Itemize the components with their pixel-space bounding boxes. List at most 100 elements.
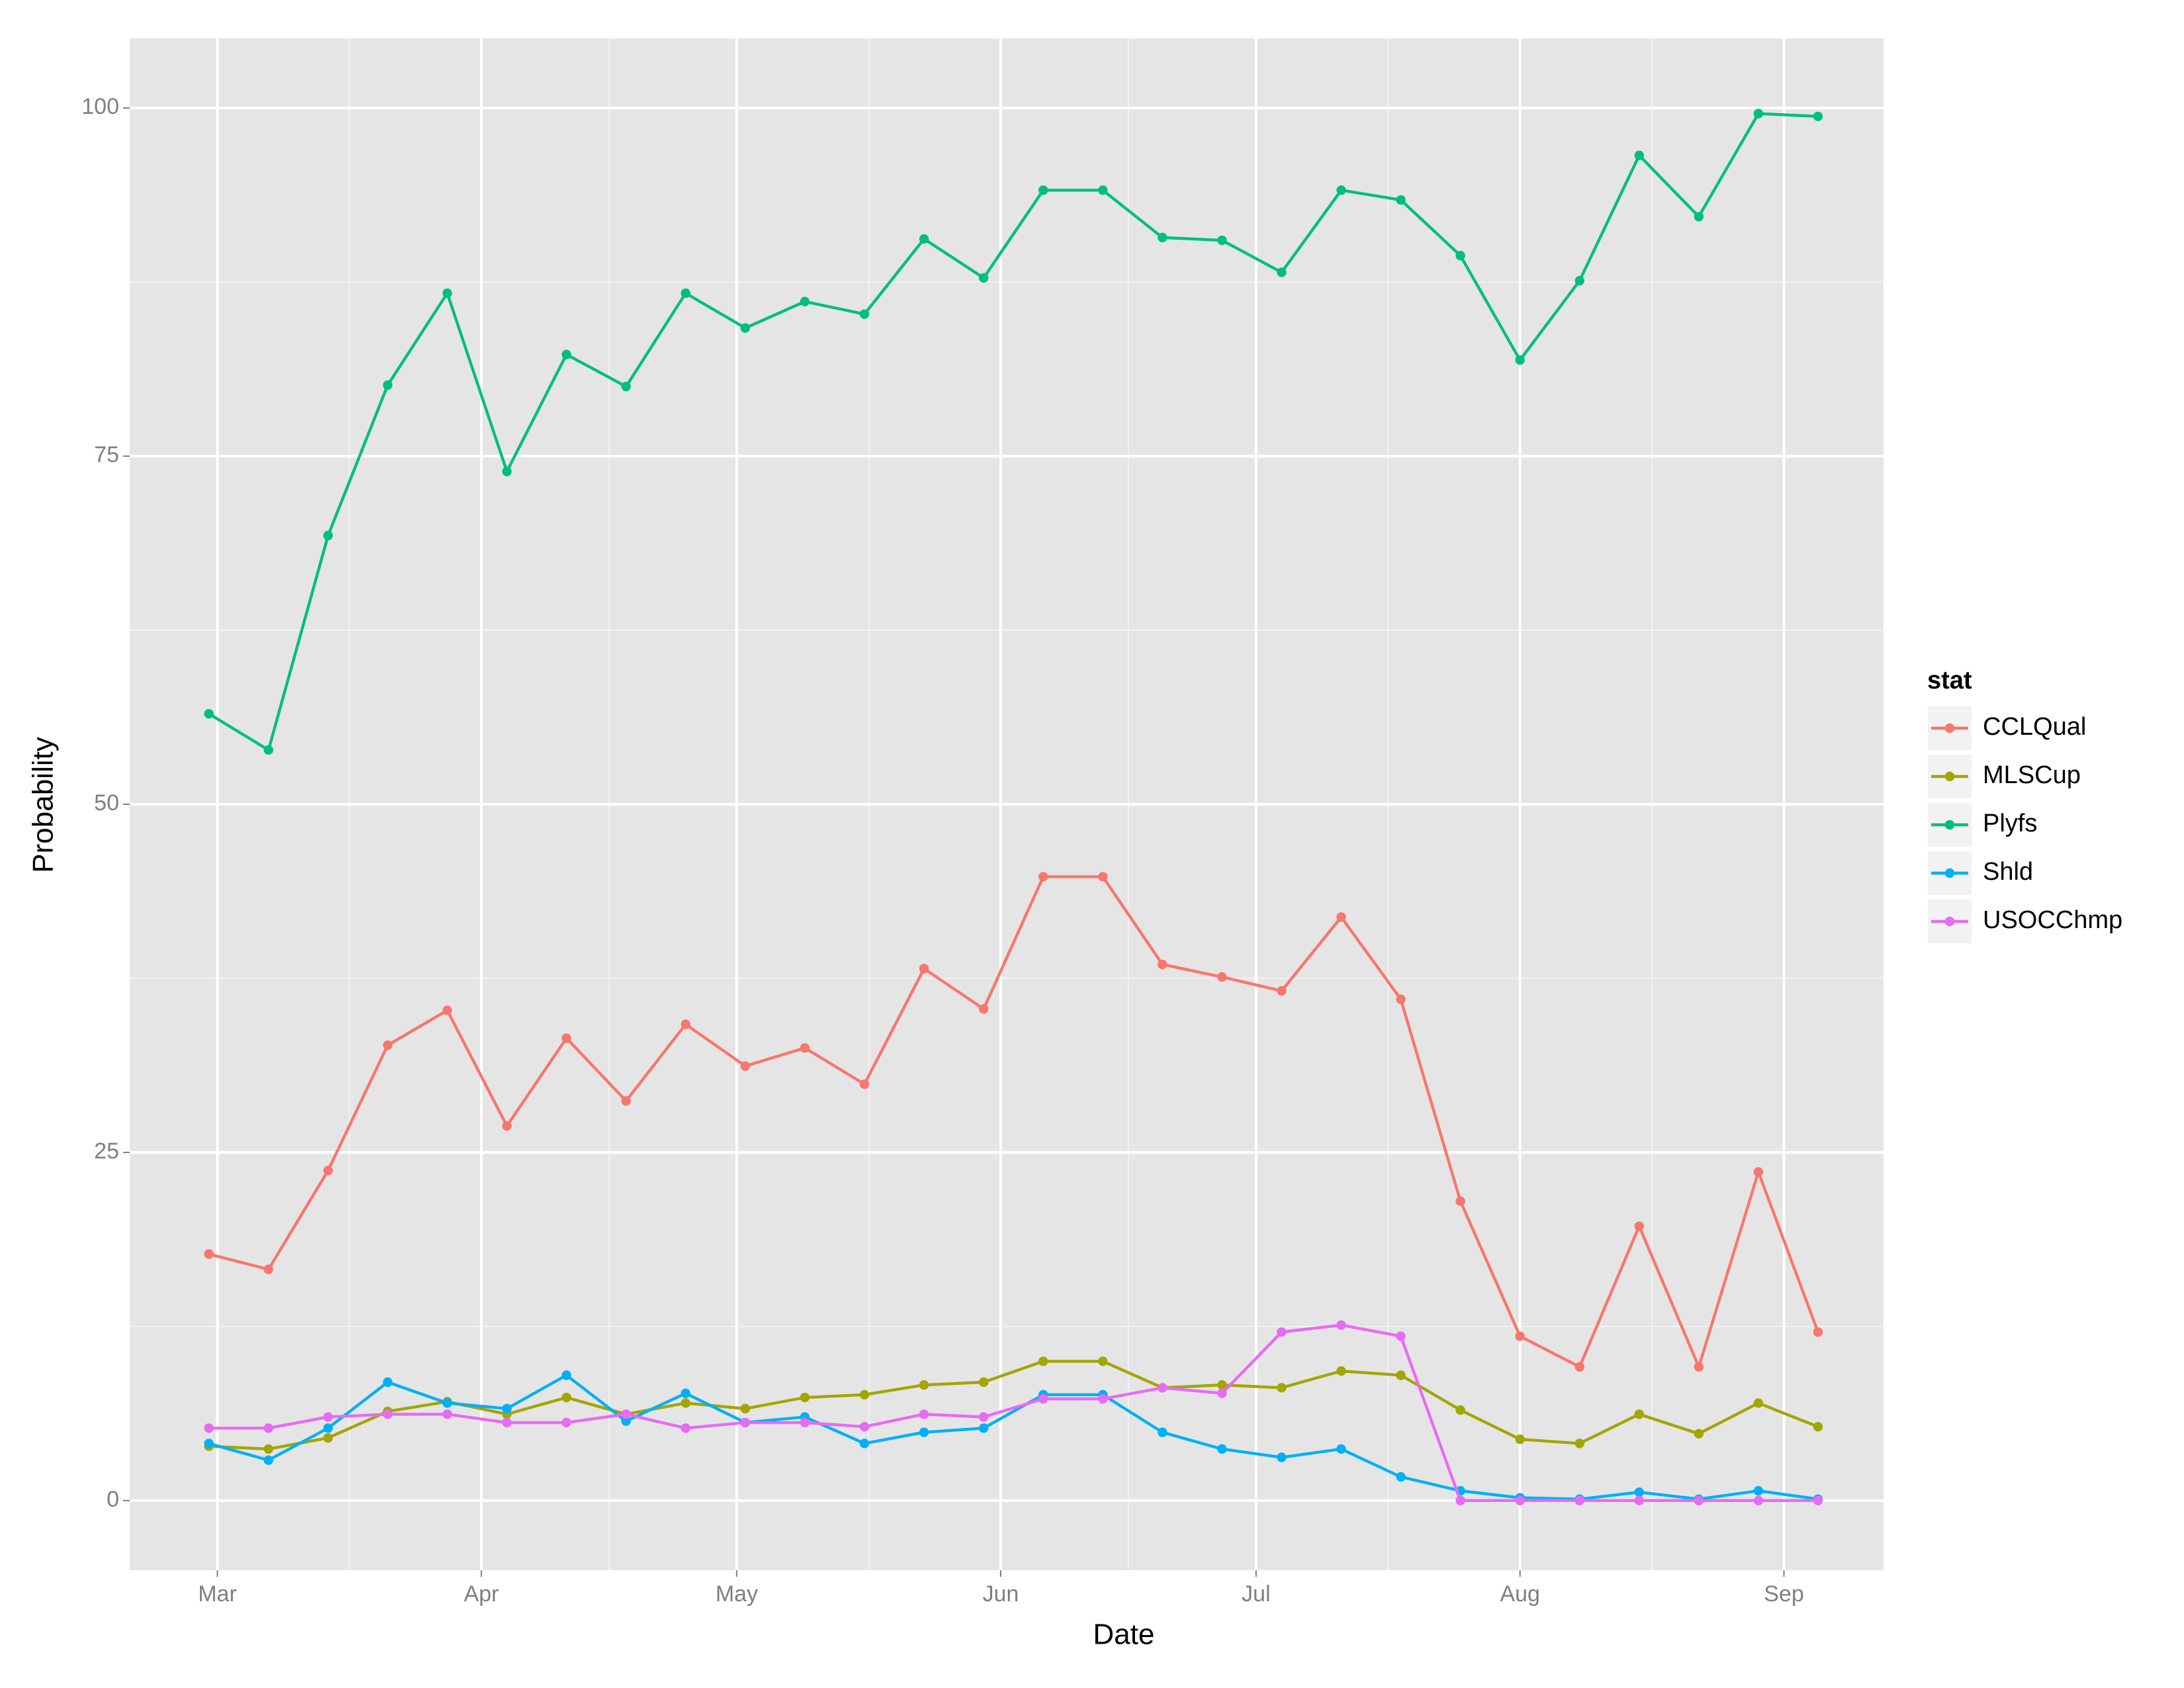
legend-key-point [1944, 868, 1955, 878]
data-point [1396, 1331, 1406, 1341]
data-point [502, 1121, 512, 1131]
data-point [740, 1061, 751, 1071]
data-point [263, 745, 273, 755]
data-point [1455, 1196, 1465, 1206]
data-point [561, 1033, 572, 1043]
data-point [799, 1392, 810, 1403]
data-point [1217, 1380, 1227, 1390]
data-point [1038, 872, 1048, 882]
data-point [442, 1398, 453, 1408]
data-point [1098, 1356, 1108, 1366]
data-point [680, 1388, 691, 1399]
data-point [1277, 986, 1287, 996]
data-point [740, 1417, 751, 1428]
data-point [1694, 1429, 1704, 1439]
data-point [1277, 1327, 1287, 1337]
data-point [263, 1264, 273, 1274]
legend-label: Plyfs [1983, 810, 2037, 837]
data-point [1277, 1383, 1287, 1393]
data-point [1158, 1383, 1167, 1393]
data-point [1694, 1495, 1704, 1506]
data-point [1336, 912, 1346, 922]
data-point [979, 273, 989, 283]
data-point [1336, 185, 1346, 195]
data-point [1217, 235, 1227, 246]
x-tick-label: Mar [198, 1581, 237, 1607]
data-point [919, 1427, 929, 1437]
data-point [680, 288, 691, 299]
data-point [1098, 185, 1108, 195]
data-point [1634, 1487, 1645, 1497]
data-point [1158, 232, 1167, 243]
data-point [561, 1417, 572, 1428]
data-point [1217, 1444, 1227, 1454]
data-point [1515, 1331, 1525, 1341]
data-point [1694, 1362, 1704, 1372]
data-point [740, 323, 751, 333]
data-point [561, 1370, 572, 1380]
legend-label: CCLQual [1983, 713, 2086, 741]
data-point [979, 1377, 989, 1387]
legend-key-point [1944, 723, 1955, 733]
data-point [621, 1416, 631, 1427]
data-point [1336, 1366, 1346, 1376]
data-point [979, 1004, 989, 1014]
data-point [1455, 250, 1465, 261]
data-point [859, 1422, 870, 1432]
data-point [204, 709, 214, 719]
x-tick-label: Apr [464, 1581, 499, 1607]
data-point [919, 1409, 929, 1419]
data-point [1396, 994, 1406, 1004]
series-line [208, 1373, 1819, 1501]
data-point [1574, 1495, 1584, 1506]
data-point [1634, 150, 1645, 160]
data-point [323, 1166, 333, 1176]
data-point [979, 1423, 989, 1433]
data-point [263, 1423, 273, 1433]
data-point [323, 1432, 333, 1443]
y-axis-title: Probability [27, 737, 60, 872]
data-point [323, 530, 333, 541]
legend-key-point [1944, 916, 1955, 927]
data-point [1753, 1485, 1764, 1496]
data-point [442, 288, 453, 299]
data-point [799, 297, 810, 306]
y-tick-label: 25 [94, 1139, 119, 1164]
data-point [1813, 1327, 1823, 1337]
data-point [383, 1040, 392, 1051]
data-point [383, 1377, 392, 1387]
data-point [1574, 1438, 1584, 1448]
data-point [263, 1444, 273, 1454]
data-point [621, 1409, 631, 1419]
data-point [1277, 267, 1287, 277]
data-point [442, 1006, 453, 1015]
data-point [1813, 1495, 1823, 1506]
x-axis-title: Date [1093, 1618, 1155, 1651]
data-point [1515, 355, 1525, 365]
data-point [323, 1423, 333, 1433]
data-point [1396, 1370, 1406, 1380]
series-line [208, 1323, 1818, 1503]
data-point [502, 467, 512, 477]
data-point [1396, 1472, 1406, 1482]
data-point [1158, 1427, 1167, 1437]
data-point [680, 1398, 691, 1408]
x-tick-label: Sep [1764, 1581, 1804, 1607]
data-point [1574, 275, 1584, 286]
data-point [680, 1019, 691, 1029]
legend-label: USOCChmp [1983, 906, 2122, 934]
data-point [1158, 959, 1167, 970]
data-point [1753, 1495, 1764, 1506]
data-point [919, 1380, 929, 1390]
data-point [383, 1409, 392, 1419]
data-point [859, 1389, 870, 1400]
x-tick-label: May [715, 1581, 758, 1607]
data-point [502, 1403, 512, 1414]
data-point [799, 1043, 810, 1053]
data-point [1277, 1452, 1287, 1462]
data-point [1634, 1221, 1645, 1231]
y-tick-label: 75 [94, 442, 119, 467]
legend-key-point [1944, 771, 1955, 782]
series-line [208, 112, 1819, 753]
